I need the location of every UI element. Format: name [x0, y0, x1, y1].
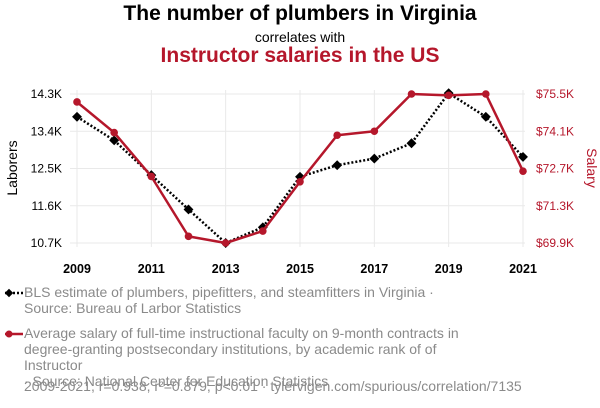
- footer-stats: 2009-2021, r=0.938, r²=0.879, p<0.01 · t…: [24, 378, 522, 394]
- series-plumbers-point: [72, 111, 82, 122]
- y-left-tick-label: 11.6K: [32, 199, 62, 213]
- y-right-tick-label: $72.7K: [536, 162, 574, 176]
- series-salaries-point: [370, 127, 379, 136]
- x-tick-label: 2013: [212, 262, 240, 276]
- y-right-tick-label: $69.9K: [536, 236, 574, 250]
- legend-text-plumbers-line1: BLS estimate of plumbers, pipefitters, a…: [24, 284, 434, 300]
- series-plumbers-point: [109, 135, 120, 146]
- chart-subtitle: Instructor salaries in the US: [160, 44, 440, 67]
- y-left-axis-title: Laborers: [4, 140, 20, 195]
- y-right-tick-label: $74.1K: [536, 124, 574, 138]
- series-salaries-point: [110, 128, 118, 137]
- series-plumbers-point: [406, 138, 417, 149]
- chart-title: The number of plumbers in Virginia: [123, 2, 477, 25]
- x-tick-label: 2019: [435, 262, 463, 276]
- series-salaries-point: [333, 131, 341, 140]
- y-left-tick-label: 14.3K: [31, 87, 62, 101]
- legend-text-plumbers-line2: Source: Bureau of Larbor Statistics: [24, 300, 242, 316]
- series-salaries-point: [73, 98, 81, 106]
- series-plumbers-point: [369, 153, 380, 164]
- y-left-tick-label: 12.5K: [31, 162, 62, 176]
- series-salaries-point: [184, 232, 193, 241]
- y-right-tick-label: $71.3K: [536, 199, 574, 213]
- series-salaries-point: [259, 227, 267, 235]
- chart-subtitle-connector: correlates with: [254, 29, 346, 45]
- legend-text-salaries-line1: Average salary of full-time instructiona…: [24, 325, 459, 341]
- x-tick-label: 2021: [509, 262, 537, 276]
- x-tick-label: 2009: [63, 262, 91, 276]
- x-tick-label: 2017: [360, 262, 388, 276]
- y-right-axis-title: Salary: [584, 148, 600, 188]
- diamond-dotted-line-icon: [4, 288, 23, 298]
- y-right-tick-label: $75.5K: [536, 87, 574, 101]
- legend-text-salaries-line2: degree-granting postsecondary institutio…: [24, 341, 437, 373]
- series-salaries-point: [147, 172, 156, 181]
- series-salaries-point: [519, 167, 527, 175]
- y-left-tick-label: 10.7K: [31, 236, 62, 250]
- x-tick-label: 2015: [286, 262, 314, 276]
- circle-solid-line-icon: [5, 330, 23, 338]
- series-plumbers-point: [183, 204, 194, 215]
- series-plumbers-point: [518, 151, 528, 162]
- series-salaries-point: [296, 178, 304, 186]
- series-salaries-point: [407, 90, 416, 98]
- series-salaries-point: [444, 91, 453, 100]
- series-salaries-point: [221, 239, 230, 247]
- legend-text-salaries-line3: · Source: National Center for Education …: [24, 373, 329, 389]
- series-plumbers-point: [332, 160, 343, 171]
- x-tick-label: 2011: [138, 262, 165, 276]
- series-salaries-point: [482, 90, 490, 98]
- y-left-tick-label: 13.4K: [31, 124, 62, 138]
